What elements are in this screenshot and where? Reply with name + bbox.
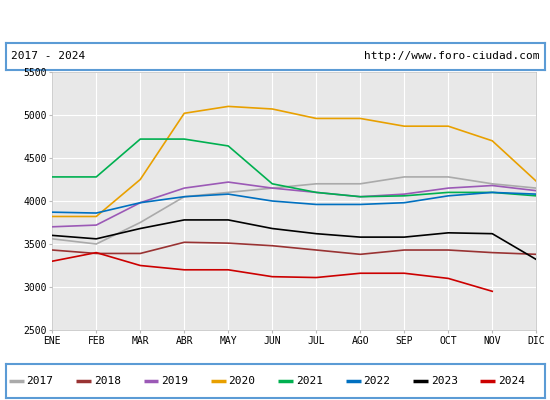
Text: 2023: 2023	[431, 376, 458, 386]
Text: http://www.foro-ciudad.com: http://www.foro-ciudad.com	[364, 51, 539, 61]
Text: 2017 - 2024: 2017 - 2024	[11, 51, 85, 61]
Text: 2018: 2018	[94, 376, 121, 386]
Text: 2022: 2022	[363, 376, 390, 386]
Text: 2017: 2017	[26, 376, 53, 386]
Text: 2019: 2019	[161, 376, 188, 386]
Text: 2024: 2024	[498, 376, 525, 386]
Text: 2021: 2021	[296, 376, 323, 386]
Text: Evolucion del paro registrado en Andújar: Evolucion del paro registrado en Andújar	[100, 13, 450, 29]
Text: 2020: 2020	[228, 376, 256, 386]
